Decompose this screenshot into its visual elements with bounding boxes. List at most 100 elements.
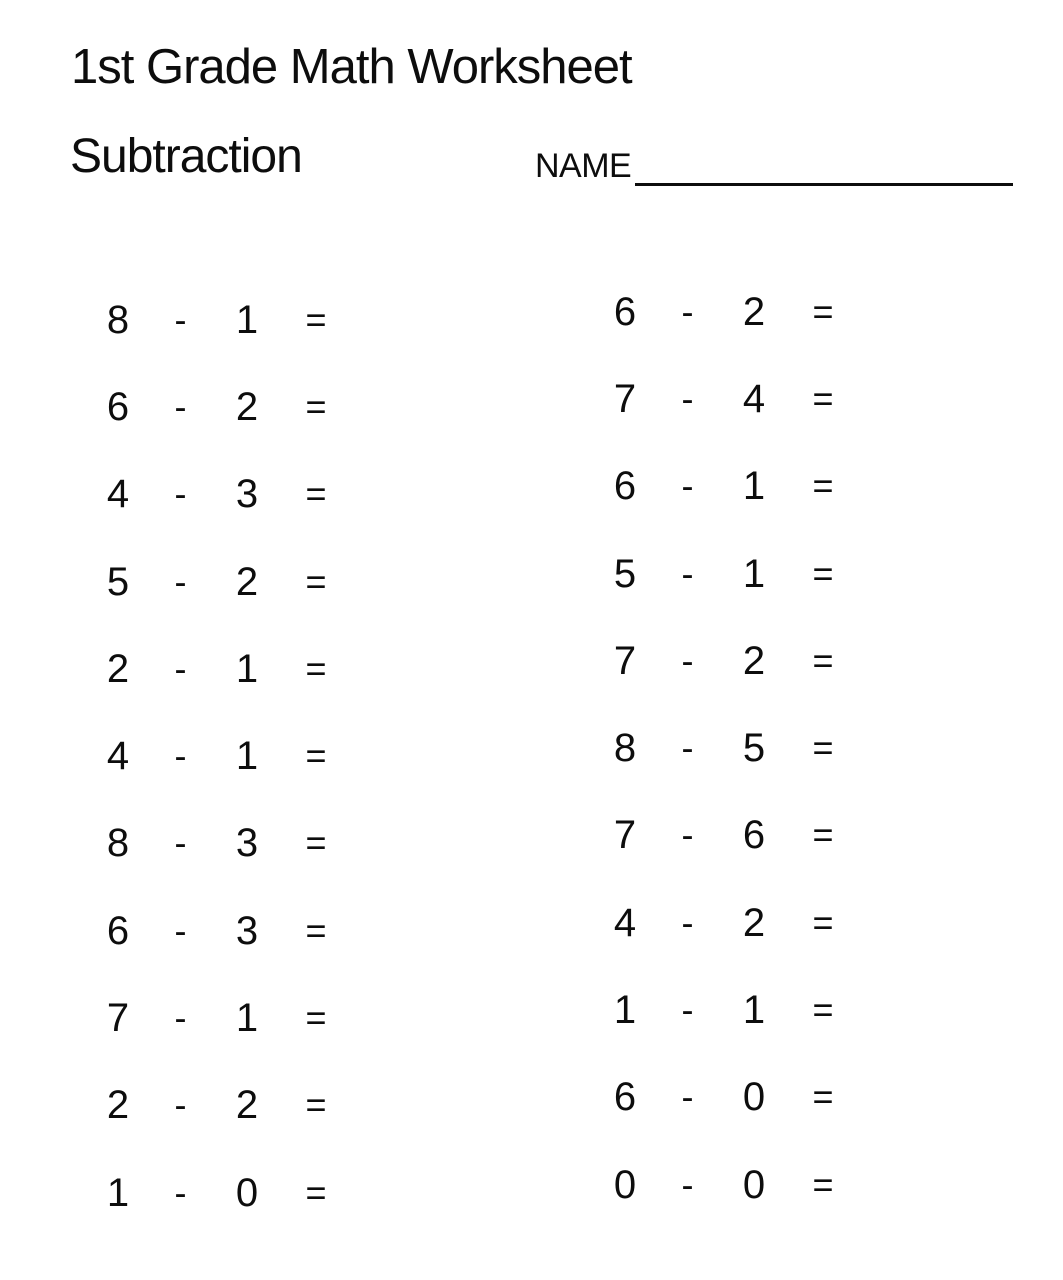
problem-row: 2 - 1 = (88, 625, 351, 712)
minuend: 1 (613, 988, 637, 1033)
equals-sign: = (812, 814, 834, 856)
minus-operator: - (174, 298, 187, 340)
equals-sign: = (812, 290, 834, 332)
problem-row: 6 - 0 = (595, 1054, 858, 1141)
problem-row: 6 - 1 = (595, 443, 858, 530)
minuend: 6 (613, 1075, 637, 1120)
minus-operator: - (681, 1076, 694, 1118)
problem-row: 6 - 2 = (88, 363, 351, 450)
problems-column-left: 8 - 1 = 6 - 2 = 4 - 3 = 5 - 2 = 2 - 1 = 4 - 1 = 8 - 3 = 6 - 3 = 7 - 1 = 2 - 2 =… (88, 276, 351, 1236)
subtrahend: 2 (235, 384, 259, 429)
problem-row: 6 - 3 = (88, 887, 351, 974)
minuend: 2 (106, 1083, 130, 1128)
minus-operator: - (681, 727, 694, 769)
problem-row: 1 - 1 = (595, 966, 858, 1053)
minuend: 7 (613, 638, 637, 683)
equals-sign: = (305, 909, 327, 951)
equals-sign: = (305, 647, 327, 689)
subtrahend: 2 (742, 638, 766, 683)
problem-row: 1 - 0 = (88, 1149, 351, 1236)
equals-sign: = (305, 473, 327, 515)
equals-sign: = (812, 465, 834, 507)
equals-sign: = (812, 639, 834, 681)
subtrahend: 3 (235, 472, 259, 517)
minus-operator: - (174, 647, 187, 689)
minuend: 7 (613, 813, 637, 858)
subtrahend: 1 (235, 734, 259, 779)
minus-operator: - (174, 735, 187, 777)
minus-operator: - (174, 385, 187, 427)
minus-operator: - (681, 901, 694, 943)
minus-operator: - (174, 1084, 187, 1126)
equals-sign: = (305, 1171, 327, 1213)
subtrahend: 3 (235, 908, 259, 953)
minuend: 1 (106, 1170, 130, 1215)
equals-sign: = (812, 1076, 834, 1118)
minuend: 7 (613, 376, 637, 421)
problem-row: 4 - 2 = (595, 879, 858, 966)
equals-sign: = (305, 735, 327, 777)
subtrahend: 0 (742, 1075, 766, 1120)
problem-row: 8 - 5 = (595, 704, 858, 791)
minuend: 8 (106, 297, 130, 342)
name-blank-line (635, 147, 1014, 187)
subtrahend: 2 (742, 289, 766, 334)
page-title: 1st Grade Math Worksheet (71, 40, 633, 94)
name-field-group: NAME (535, 146, 1014, 187)
problem-row: 8 - 1 = (88, 276, 351, 363)
subtrahend: 2 (235, 1083, 259, 1128)
equals-sign: = (812, 901, 834, 943)
subtrahend: 6 (742, 813, 766, 858)
minus-operator: - (174, 560, 187, 602)
equals-sign: = (305, 560, 327, 602)
minuend: 4 (106, 472, 130, 517)
equals-sign: = (305, 1084, 327, 1126)
minus-operator: - (681, 552, 694, 594)
equals-sign: = (812, 377, 834, 419)
equals-sign: = (812, 1163, 834, 1205)
minus-operator: - (174, 1171, 187, 1213)
minuend: 4 (106, 734, 130, 779)
problem-row: 7 - 1 = (88, 974, 351, 1061)
subtrahend: 1 (235, 646, 259, 691)
worksheet-subtitle: Subtraction (70, 130, 303, 183)
minus-operator: - (681, 1163, 694, 1205)
minuend: 6 (613, 464, 637, 509)
problem-row: 5 - 2 = (88, 538, 351, 625)
problem-row: 7 - 6 = (595, 792, 858, 879)
problem-row: 4 - 3 = (88, 451, 351, 538)
minuend: 0 (613, 1162, 637, 1207)
subtrahend: 2 (235, 559, 259, 604)
minus-operator: - (681, 377, 694, 419)
minuend: 5 (613, 551, 637, 596)
equals-sign: = (812, 552, 834, 594)
problems-column-right: 6 - 2 = 7 - 4 = 6 - 1 = 5 - 1 = 7 - 2 = 8 - 5 = 7 - 6 = 4 - 2 = 1 - 1 = 6 - 0 =… (595, 268, 858, 1228)
subtrahend: 0 (235, 1170, 259, 1215)
equals-sign: = (305, 997, 327, 1039)
subtrahend: 4 (742, 376, 766, 421)
minuend: 7 (106, 996, 130, 1041)
problem-row: 8 - 3 = (88, 800, 351, 887)
minuend: 8 (106, 821, 130, 866)
subtrahend: 1 (235, 297, 259, 342)
minuend: 6 (613, 289, 637, 334)
problem-row: 7 - 2 = (595, 617, 858, 704)
minuend: 8 (613, 726, 637, 771)
minuend: 2 (106, 646, 130, 691)
minus-operator: - (681, 465, 694, 507)
minus-operator: - (174, 909, 187, 951)
equals-sign: = (305, 822, 327, 864)
subtrahend: 3 (235, 821, 259, 866)
minuend: 6 (106, 908, 130, 953)
equals-sign: = (305, 298, 327, 340)
problem-row: 0 - 0 = (595, 1141, 858, 1228)
subtrahend: 1 (742, 551, 766, 596)
equals-sign: = (812, 989, 834, 1031)
problem-row: 4 - 1 = (88, 712, 351, 799)
problem-row: 5 - 1 = (595, 530, 858, 617)
problem-row: 7 - 4 = (595, 355, 858, 442)
subtrahend: 5 (742, 726, 766, 771)
subtrahend: 1 (742, 464, 766, 509)
subtrahend: 1 (742, 988, 766, 1033)
